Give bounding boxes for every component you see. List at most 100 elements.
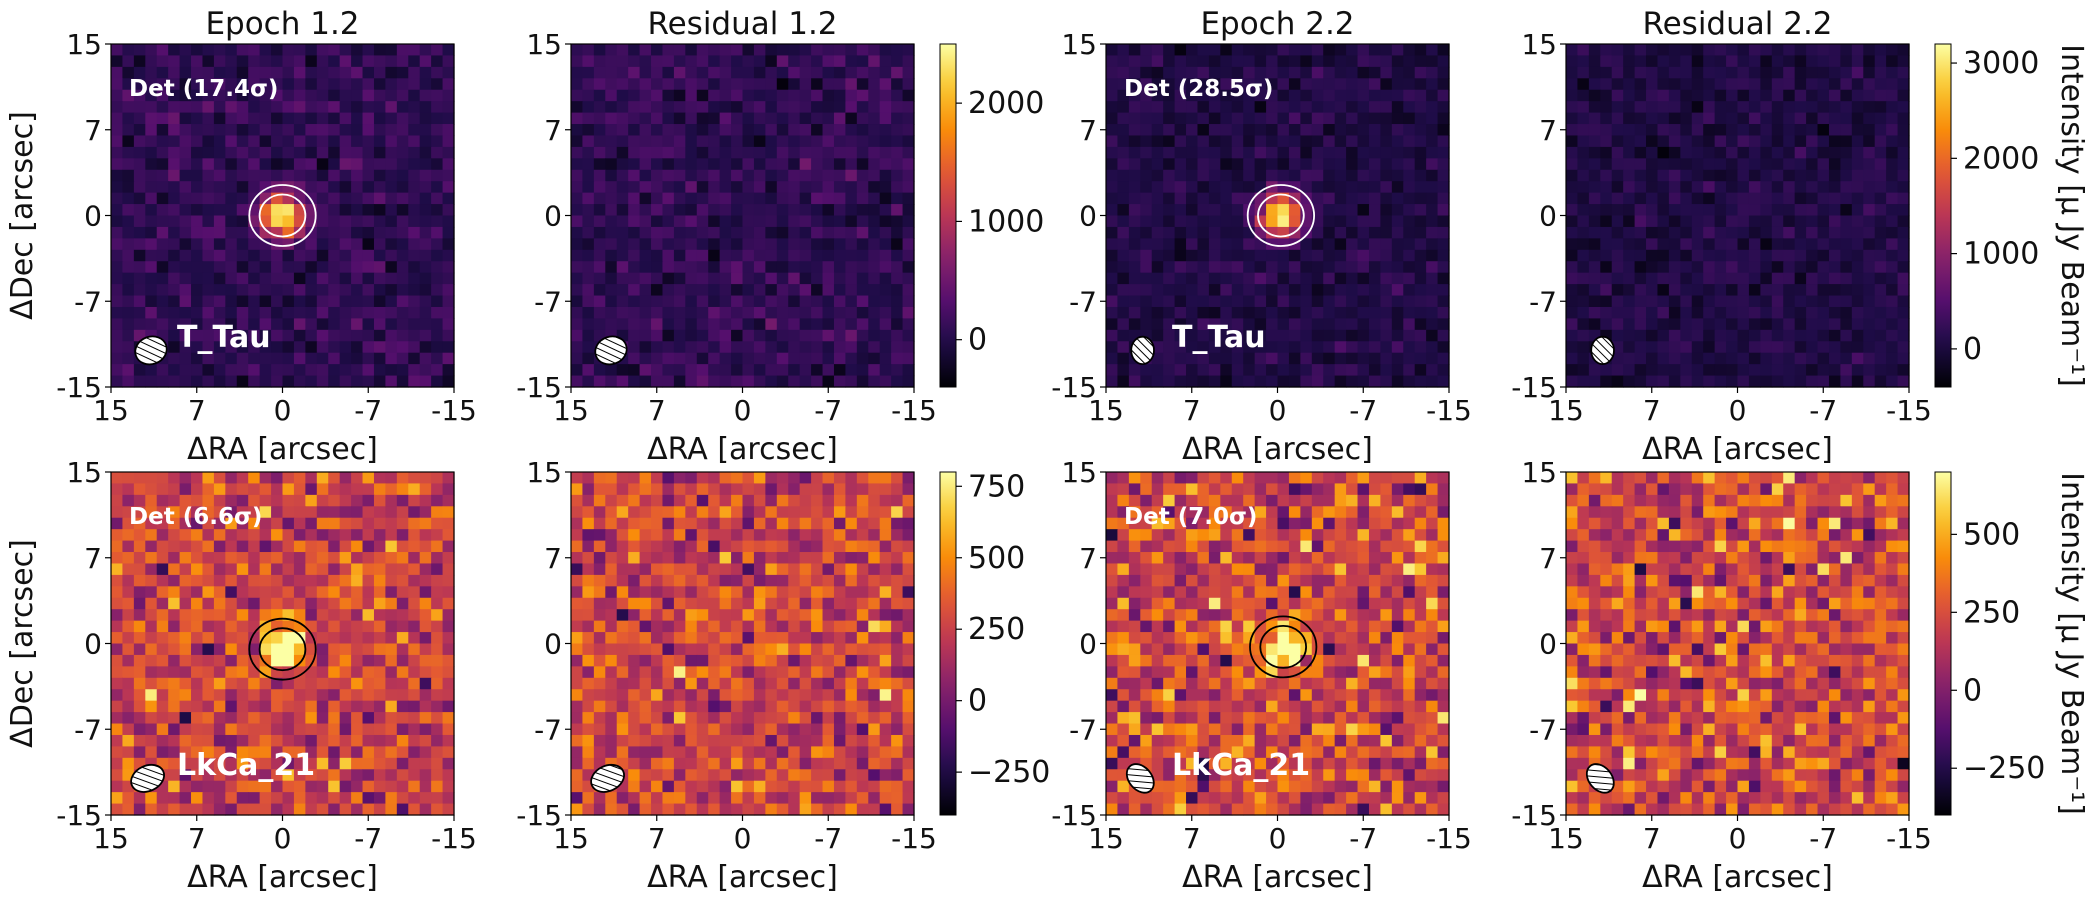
heatmap-pixel	[571, 44, 583, 56]
heatmap-pixel	[294, 804, 306, 816]
heatmap-pixel	[294, 529, 306, 541]
heatmap-pixel	[1346, 113, 1358, 125]
heatmap-pixel	[605, 495, 617, 507]
heatmap-pixel	[651, 353, 663, 365]
heatmap-pixel	[157, 575, 169, 587]
heatmap-pixel	[697, 529, 709, 541]
heatmap-pixel	[1175, 250, 1187, 262]
heatmap-pixel	[1875, 216, 1887, 228]
heatmap-pixel	[1749, 261, 1761, 273]
heatmap-pixel	[674, 44, 686, 56]
heatmap-pixel	[1703, 135, 1715, 147]
heatmap-pixel	[800, 101, 812, 113]
heatmap-pixel	[317, 644, 329, 656]
heatmap-pixel	[351, 769, 363, 781]
heatmap-pixel	[168, 296, 180, 308]
heatmap-pixel	[248, 552, 260, 564]
heatmap-pixel	[271, 552, 283, 564]
heatmap-pixel	[191, 135, 203, 147]
heatmap-pixel	[1358, 67, 1370, 79]
heatmap-pixel	[385, 701, 397, 713]
heatmap-pixel	[1140, 376, 1152, 388]
heatmap-pixel	[1392, 261, 1404, 273]
heatmap-pixel	[765, 181, 777, 193]
heatmap-pixel	[754, 113, 766, 125]
heatmap-pixel	[1380, 273, 1392, 285]
heatmap-pixel	[1840, 147, 1852, 159]
heatmap-pixel	[1692, 318, 1704, 330]
heatmap-pixel	[408, 472, 420, 484]
heatmap-pixel	[880, 341, 892, 353]
heatmap-pixel	[443, 170, 455, 182]
heatmap-pixel	[180, 204, 192, 216]
heatmap-pixel	[1783, 147, 1795, 159]
heatmap-pixel	[857, 364, 869, 376]
heatmap-pixel	[1818, 90, 1830, 102]
heatmap-pixel	[1152, 261, 1164, 273]
heatmap-pixel	[340, 273, 352, 285]
heatmap-pixel	[1403, 44, 1415, 56]
heatmap-pixel	[248, 44, 260, 56]
heatmap-pixel	[443, 44, 455, 56]
heatmap-pixel	[225, 364, 237, 376]
heatmap-pixel	[1209, 273, 1221, 285]
heatmap-pixel	[594, 563, 606, 575]
heatmap-pixel	[720, 227, 732, 239]
heatmap-pixel	[1612, 318, 1624, 330]
heatmap-pixel	[214, 204, 226, 216]
heatmap-pixel	[697, 341, 709, 353]
heatmap-pixel	[1346, 44, 1358, 56]
heatmap-pixel	[248, 261, 260, 273]
heatmap-pixel	[283, 147, 295, 159]
heatmap-pixel	[1749, 364, 1761, 376]
heatmap-pixel	[1117, 113, 1129, 125]
heatmap-pixel	[651, 376, 663, 388]
heatmap-pixel	[271, 364, 283, 376]
heatmap-pixel	[111, 55, 123, 67]
heatmap-pixel	[351, 712, 363, 724]
heatmap-pixel	[431, 541, 443, 553]
heatmap-pixel	[800, 204, 812, 216]
heatmap-pixel	[1415, 158, 1427, 170]
heatmap-pixel	[1232, 364, 1244, 376]
heatmap-pixel	[765, 158, 777, 170]
heatmap-pixel	[1863, 284, 1875, 296]
heatmap-pixel	[720, 250, 732, 262]
heatmap-pixel	[1175, 124, 1187, 136]
heatmap-pixel	[903, 147, 915, 159]
heatmap-pixel	[1852, 216, 1864, 228]
heatmap-pixel	[237, 296, 249, 308]
heatmap-pixel	[157, 284, 169, 296]
heatmap-pixel	[720, 55, 732, 67]
heatmap-pixel	[1600, 101, 1612, 113]
heatmap-pixel	[294, 518, 306, 530]
heatmap-pixel	[1152, 376, 1164, 388]
heatmap-pixel	[225, 483, 237, 495]
heatmap-pixel	[1426, 341, 1438, 353]
heatmap-pixel	[1392, 376, 1404, 388]
heatmap-pixel	[122, 598, 134, 610]
heatmap-pixel	[1852, 78, 1864, 90]
heatmap-pixel	[374, 472, 386, 484]
heatmap-pixel	[1278, 55, 1290, 67]
heatmap-pixel	[363, 158, 375, 170]
heatmap-pixel	[1369, 78, 1381, 90]
heatmap-pixel	[754, 238, 766, 250]
heatmap-pixel	[571, 250, 583, 262]
heatmap-pixel	[823, 563, 835, 575]
heatmap-pixel	[743, 318, 755, 330]
heatmap-pixel	[1415, 55, 1427, 67]
heatmap-pixel	[1669, 307, 1681, 319]
heatmap-pixel	[1852, 193, 1864, 205]
heatmap-pixel	[1106, 250, 1118, 262]
heatmap-pixel	[408, 124, 420, 136]
heatmap-pixel	[1749, 170, 1761, 182]
heatmap-pixel	[640, 518, 652, 530]
heatmap-pixel	[1669, 147, 1681, 159]
heatmap-pixel	[294, 158, 306, 170]
heatmap-pixel	[111, 552, 123, 564]
heatmap-pixel	[1266, 158, 1278, 170]
heatmap-pixel	[811, 78, 823, 90]
heatmap-pixel	[628, 204, 640, 216]
heatmap-pixel	[731, 124, 743, 136]
